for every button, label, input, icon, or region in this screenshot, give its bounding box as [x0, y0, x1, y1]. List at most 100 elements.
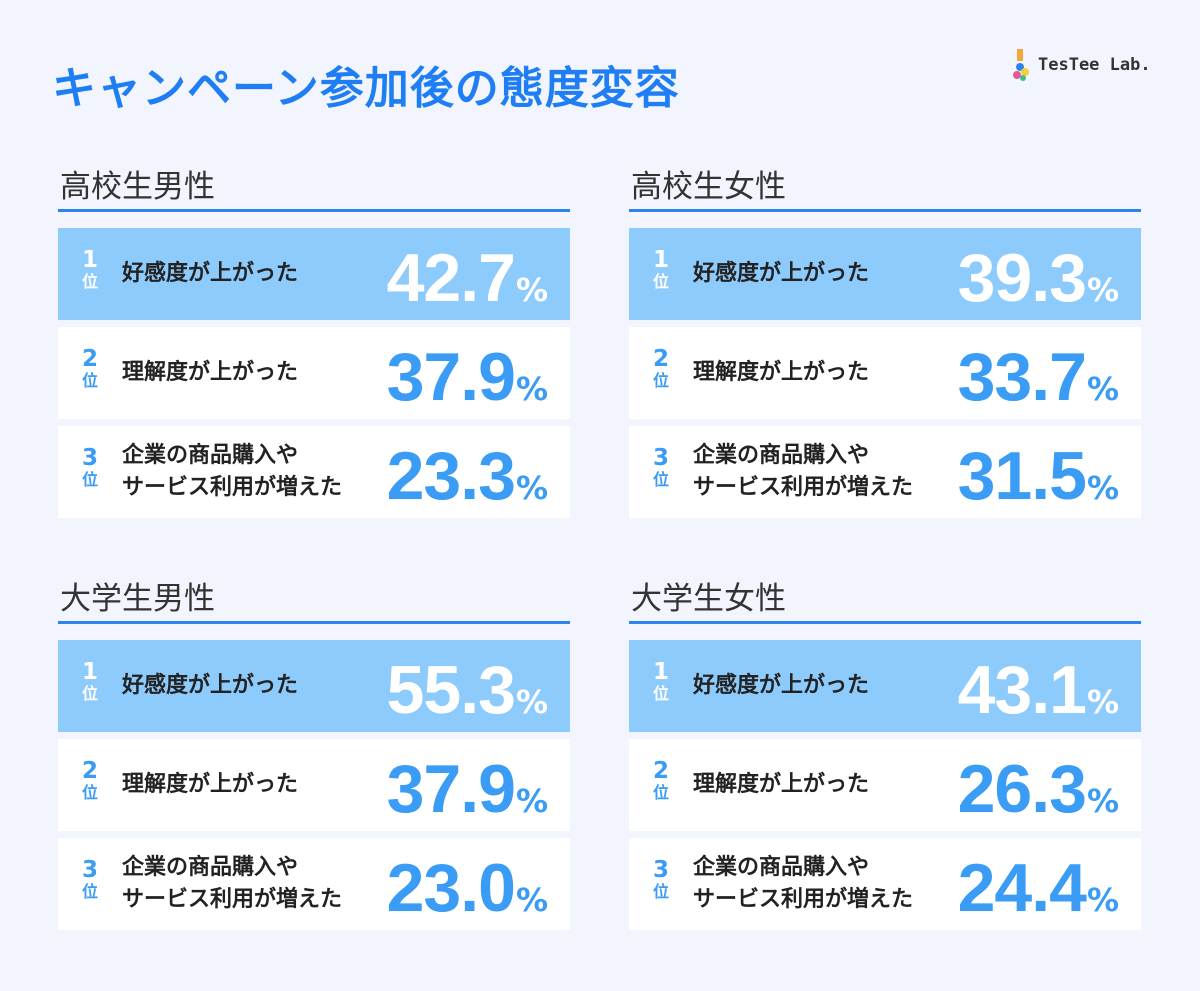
percent-sign: % — [515, 683, 548, 721]
percentage-value: 26.3 — [957, 751, 1087, 827]
row-percentage: 26.3% — [958, 739, 1119, 831]
panel-title: 大学生女性 — [631, 581, 786, 617]
row-label-text: 好感度が上がった — [693, 673, 870, 699]
row-label-text: 理解度が上がった — [693, 360, 870, 386]
ranking-row: 3 位企業の商品購入や サービス利用が増えた 31.5% — [629, 426, 1141, 518]
percentage-value: 31.5 — [957, 438, 1087, 514]
percent-sign: % — [515, 370, 548, 408]
row-percentage: 55.3% — [387, 640, 548, 732]
row-label-text: 企業の商品購入や サービス利用が増えた — [693, 443, 914, 500]
row-label: 企業の商品購入や サービス利用が増えた — [693, 426, 953, 518]
row-label-text: 好感度が上がった — [122, 261, 299, 287]
rank-suffix: 位 — [652, 783, 669, 803]
rank-number: 3 — [81, 445, 98, 471]
row-label: 理解度が上がった — [693, 327, 953, 419]
panel-title: 大学生男性 — [60, 581, 215, 617]
row-label-text: 企業の商品購入や サービス利用が増えた — [693, 855, 914, 912]
rank-suffix: 位 — [81, 684, 98, 704]
percent-sign: % — [515, 271, 548, 309]
percent-sign: % — [1086, 469, 1119, 507]
panel-divider — [58, 621, 570, 624]
rank-suffix: 位 — [81, 272, 98, 292]
row-label: 好感度が上がった — [693, 640, 953, 732]
rank-suffix: 位 — [652, 882, 669, 902]
rank-number: 1 — [81, 659, 98, 685]
ranking-row: 1 位 好感度が上がった 39.3% — [629, 228, 1141, 320]
rank-number: 1 — [652, 247, 669, 273]
percentage-value: 39.3 — [957, 240, 1087, 316]
row-label-text: 好感度が上がった — [122, 673, 299, 699]
percentage-value: 33.7 — [957, 339, 1087, 415]
row-percentage: 23.3% — [387, 426, 548, 518]
ranking-row: 2 位理解度が上がった 33.7% — [629, 327, 1141, 419]
rank-suffix: 位 — [81, 371, 98, 391]
row-label: 企業の商品購入や サービス利用が増えた — [122, 426, 382, 518]
row-label: 好感度が上がった — [693, 228, 953, 320]
rank-suffix: 位 — [652, 684, 669, 704]
percent-sign: % — [515, 782, 548, 820]
percentage-value: 55.3 — [386, 652, 516, 728]
percent-sign: % — [515, 881, 548, 919]
row-percentage: 37.9% — [387, 739, 548, 831]
ranking-row: 3 位企業の商品購入や サービス利用が増えた 23.0% — [58, 838, 570, 930]
percent-sign: % — [1086, 881, 1119, 919]
row-label: 企業の商品購入や サービス利用が増えた — [693, 838, 953, 930]
ranking-row: 2 位理解度が上がった 26.3% — [629, 739, 1141, 831]
row-label: 好感度が上がった — [122, 228, 382, 320]
ranking-row: 2 位 理解度が上がった 37.9% — [58, 739, 570, 831]
panel-divider — [629, 621, 1141, 624]
rank-number: 2 — [652, 758, 669, 784]
flask-logo-icon — [1013, 49, 1029, 81]
percent-sign: % — [515, 469, 548, 507]
row-percentage: 42.7% — [387, 228, 548, 320]
rank-number: 3 — [652, 445, 669, 471]
row-percentage: 39.3% — [958, 228, 1119, 320]
percent-sign: % — [1086, 271, 1119, 309]
row-percentage: 43.1% — [958, 640, 1119, 732]
row-percentage: 24.4% — [958, 838, 1119, 930]
rank-number: 2 — [81, 758, 98, 784]
rank-suffix: 位 — [652, 371, 669, 391]
panel-university-male: 大学生男性 1 位好感度が上がった 55.3% 2 位理解度が上がった 37.9% 3 位企業の… — [58, 580, 570, 930]
row-label: 理解度が上がった — [122, 327, 382, 419]
ranking-row: 3 位 企業の商品購入や サービス利用が増えた 23.3% — [58, 426, 570, 518]
ranking-row: 2 位理解度が上がった 37.9% — [58, 327, 570, 419]
row-label-text: 好感度が上がった — [693, 261, 870, 287]
percent-sign: % — [1086, 683, 1119, 721]
row-label: 好感度が上がった — [122, 640, 382, 732]
row-percentage: 31.5% — [958, 426, 1119, 518]
rank-suffix: 位 — [81, 470, 98, 490]
percentage-value: 23.0 — [386, 850, 516, 926]
percentage-value: 24.4 — [957, 850, 1087, 926]
percentage-value: 42.7 — [386, 240, 516, 316]
row-label-text: 企業の商品購入や サービス利用が増えた — [122, 855, 343, 912]
row-label-text: 企業の商品購入や サービス利用が増えた — [122, 443, 343, 500]
percent-sign: % — [1086, 782, 1119, 820]
rank-suffix: 位 — [81, 783, 98, 803]
ranking-row: 3 位企業の商品購入や サービス利用が増えた 24.4% — [629, 838, 1141, 930]
panel-divider — [58, 209, 570, 212]
row-label-text: 理解度が上がった — [122, 772, 299, 798]
rank-number: 3 — [81, 857, 98, 883]
row-label-text: 理解度が上がった — [693, 772, 870, 798]
percentage-value: 37.9 — [386, 339, 516, 415]
rank-suffix: 位 — [652, 470, 669, 490]
row-label-text: 理解度が上がった — [122, 360, 299, 386]
page-title: キャンペーン参加後の態度変容 — [52, 63, 680, 114]
row-percentage: 37.9% — [387, 327, 548, 419]
rank-suffix: 位 — [652, 272, 669, 292]
panel-title: 高校生女性 — [631, 169, 786, 205]
ranking-row: 1 位好感度が上がった 55.3% — [58, 640, 570, 732]
panel-university-female: 大学生女性 1 位好感度が上がった 43.1% 2 位理解度が上がった 26.3% 3 位企業の… — [629, 580, 1141, 930]
rank-number: 2 — [81, 346, 98, 372]
rank-number: 2 — [652, 346, 669, 372]
panel-highschool-male: 高校生男性 1 位好感度が上がった 42.7% 2 位理解度が上がった 37.9% 3 位企業の… — [58, 168, 570, 518]
percentage-value: 37.9 — [386, 751, 516, 827]
